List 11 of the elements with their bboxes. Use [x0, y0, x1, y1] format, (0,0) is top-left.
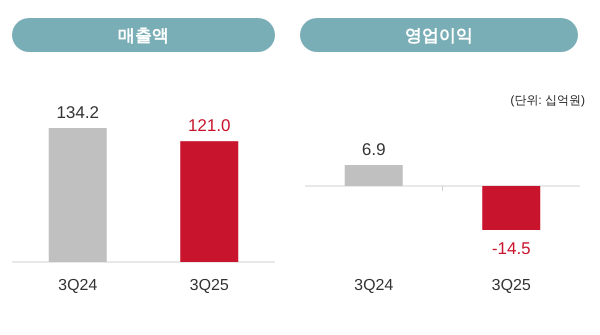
chart-title: 매출액: [118, 26, 169, 45]
data-label: 134.2: [56, 103, 100, 122]
chart-title: 영업이익: [405, 26, 473, 45]
data-label: 121.0: [188, 116, 231, 136]
data-label: -14.5: [492, 239, 531, 258]
x-tick-label: 3Q25: [492, 277, 531, 294]
x-tick-label: 3Q24: [354, 277, 394, 294]
x-tick-label: 3Q24: [58, 277, 98, 294]
data-label: 6.9: [362, 140, 386, 159]
text: (단위: 십억원): [510, 93, 585, 107]
x-tick-label: 3Q25: [190, 277, 229, 294]
